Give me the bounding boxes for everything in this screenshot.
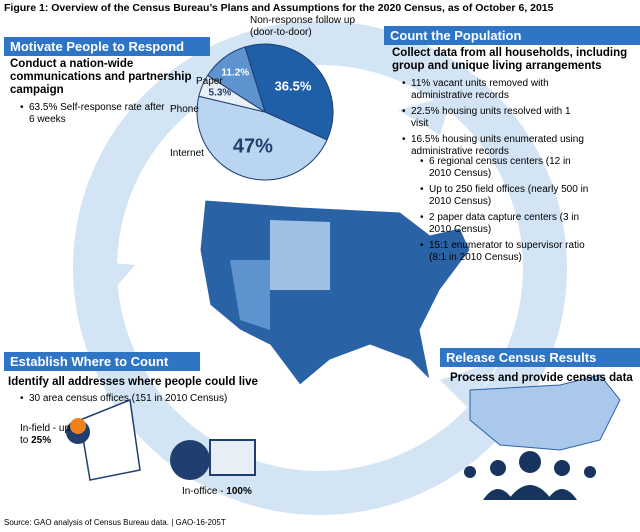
computer-icon [209, 439, 256, 476]
map-grid-icon [79, 398, 141, 481]
bullet: 22.5% housing units resolved with 1 visi… [402, 106, 587, 129]
section-subheading: Conduct a nation-wide communications and… [10, 58, 192, 96]
pie-value-label: 5.3% [209, 88, 232, 99]
section-subheading: Collect data from all households, includ… [392, 47, 628, 72]
bullet-list: 63.5% Self-response rate after 6 weeks [20, 102, 170, 130]
arrow-head [80, 260, 135, 300]
bullet: 16.5% housing units enumerated using adm… [402, 134, 587, 157]
us-map-region [230, 260, 270, 330]
section-subheading: Identify all addresses where people coul… [8, 376, 258, 388]
section-heading: Establish Where to Count [4, 352, 200, 371]
section-subheading: Process and provide census data [450, 372, 633, 384]
arrow-head [440, 360, 500, 410]
bullet-list: 30 area census offices (151 in 2010 Cens… [20, 393, 280, 410]
bullet: 2 paper data capture centers (3 in 2010 … [420, 212, 590, 235]
bullet-list: 6 regional census centers (12 in 2010 Ce… [420, 156, 590, 268]
pie-label: Phone [170, 104, 199, 115]
pie-slice [196, 95, 328, 181]
pie-value-label: 47% [233, 136, 273, 158]
bullet: 63.5% Self-response rate after 6 weeks [20, 102, 170, 125]
bullet: 15:1 enumerator to supervisor ratio (8:1… [420, 240, 590, 263]
inoffice-text: In-office - [182, 486, 224, 497]
bullet: 6 regional census centers (12 in 2010 Ce… [420, 156, 590, 179]
infield-value: 25% [31, 435, 52, 446]
us-map-region [270, 220, 330, 290]
release-map [469, 374, 621, 451]
office-worker-icon [170, 440, 210, 480]
title: Figure 1: Overview of the Census Bureau’… [4, 2, 554, 14]
pie-value-label: 36.5% [275, 79, 312, 94]
pie-label: Non-response follow up (door-to-door) [250, 15, 356, 38]
pie-value-label: 11.2% [221, 68, 249, 79]
section-heading: Motivate People to Respond [4, 37, 210, 56]
pie-slice [206, 46, 266, 114]
hardhat [70, 418, 86, 434]
infield-text: In-field - up to [20, 423, 71, 446]
bullet: 30 area census offices (151 in 2010 Cens… [20, 393, 280, 405]
pie-chart: 36.5% 47% 5.3% 11.2% [196, 43, 334, 181]
bullet: Up to 250 field offices (nearly 500 in 2… [420, 184, 590, 207]
inoffice-label: In-office - 100% [182, 486, 252, 498]
inoffice-value: 100% [226, 486, 252, 497]
pie-label: Paper [196, 76, 223, 87]
bullet-list: 11% vacant units removed with administra… [402, 78, 587, 162]
section-heading: Count the Population [384, 26, 640, 45]
section-heading: Release Census Results [440, 348, 640, 367]
source: Source: GAO analysis of Census Bureau da… [4, 518, 226, 527]
infield-label: In-field - up to 25% [20, 423, 80, 447]
people-icons [464, 451, 596, 500]
pie-label: Internet [170, 148, 204, 159]
bullet: 11% vacant units removed with administra… [402, 78, 587, 101]
pie-slice [244, 43, 334, 141]
